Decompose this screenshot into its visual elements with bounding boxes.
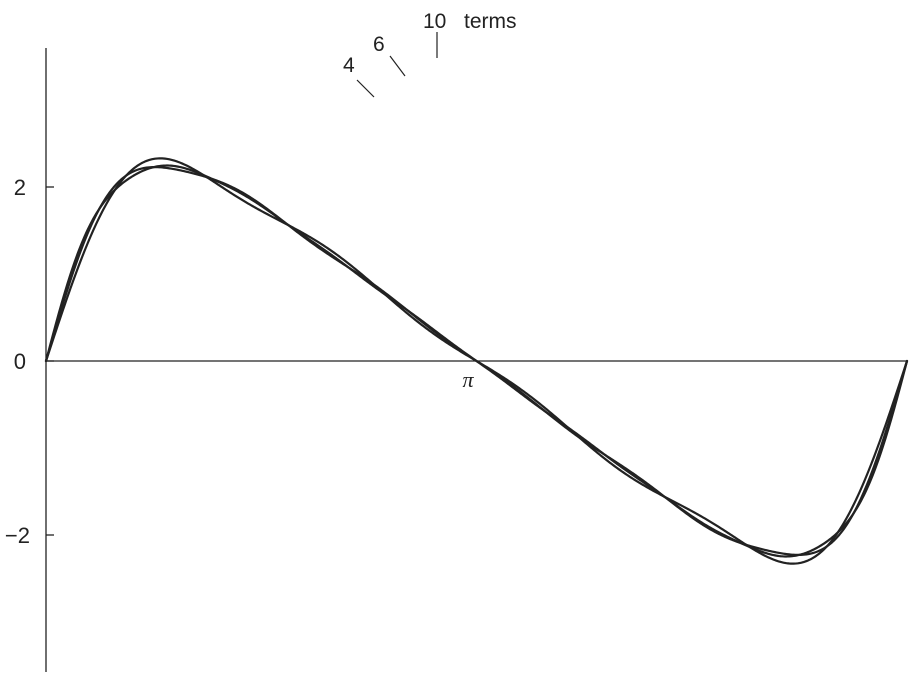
leader-line-4 <box>356 79 375 98</box>
series-suffix-label: terms <box>464 10 517 33</box>
y-tick-label-minus-2: −2 <box>5 523 30 548</box>
y-tick-label-2: 2 <box>14 175 26 200</box>
x-tick-label-pi: π <box>462 367 474 392</box>
series-label-6: 6 <box>373 33 385 56</box>
series-line-10-terms <box>44 164 909 558</box>
series-label-10: 10 <box>423 10 446 33</box>
series-label-4: 4 <box>343 54 355 77</box>
leader-line-6 <box>389 55 406 77</box>
y-tick-label-0: 0 <box>14 349 26 374</box>
